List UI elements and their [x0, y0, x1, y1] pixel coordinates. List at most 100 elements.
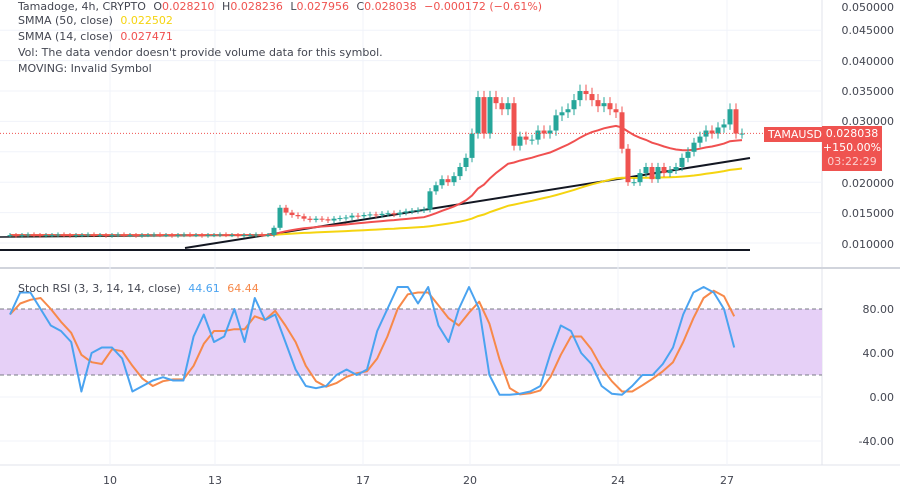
- time-tick: 10: [103, 474, 117, 487]
- candle-body: [397, 212, 403, 215]
- stoch-k-value: 44.61: [188, 282, 220, 295]
- candle-body: [445, 179, 451, 183]
- symbol-price-tag: TAMAUSD: [764, 127, 826, 142]
- candle-body: [109, 235, 115, 237]
- candle-body: [541, 130, 547, 134]
- open-value: 0.028210: [162, 0, 215, 13]
- candle-body: [379, 213, 385, 216]
- candle-body: [55, 234, 61, 236]
- candle-body: [667, 170, 673, 174]
- moving-legend[interactable]: MOVING: Invalid Symbol: [18, 62, 152, 75]
- candle-body: [181, 234, 187, 236]
- candle-body: [289, 212, 295, 216]
- candle-body: [85, 234, 91, 236]
- time-tick: 24: [611, 474, 625, 487]
- candle-body: [661, 167, 667, 174]
- candle-body: [163, 235, 169, 237]
- candle-body: [469, 133, 475, 158]
- candle-body: [715, 127, 721, 134]
- candle-body: [739, 133, 745, 135]
- candle-body: [67, 235, 73, 237]
- last-price-tag: 0.028038 +150.00% 03:22:29: [822, 126, 882, 171]
- candle-body: [157, 234, 163, 236]
- candle-body: [103, 235, 109, 237]
- price-tick: 0.045000: [841, 24, 895, 37]
- time-tick: 17: [356, 474, 370, 487]
- candle-body: [709, 130, 715, 134]
- candle-body: [415, 210, 421, 212]
- candle-body: [733, 109, 739, 134]
- candle-body: [25, 234, 31, 236]
- smma14-legend[interactable]: SMMA (14, close) 0.027471: [18, 30, 173, 43]
- change-value: −0.000172 (−0.61%): [424, 0, 543, 13]
- candle-body: [199, 235, 205, 237]
- candle-body: [619, 112, 625, 149]
- candle-body: [259, 234, 265, 236]
- smma50-legend[interactable]: SMMA (50, close) 0.022502: [18, 14, 173, 27]
- candle-body: [301, 216, 307, 219]
- candle-body: [295, 215, 301, 217]
- smma14-line: [10, 124, 743, 237]
- price-tick: 0.050000: [841, 1, 895, 14]
- candle-body: [631, 182, 637, 184]
- stoch-band: [0, 309, 822, 375]
- candle-body: [271, 227, 277, 236]
- smma50-line: [10, 167, 743, 237]
- candle-body: [133, 235, 139, 237]
- candle-body: [229, 235, 235, 237]
- ohlc-legend: Tamadoge, 4h, CRYPTO O0.028210 H0.028236…: [18, 0, 543, 13]
- candle-body: [547, 130, 553, 134]
- candle-body: [115, 234, 121, 236]
- candle-body: [493, 97, 499, 104]
- time-tick: 20: [463, 474, 477, 487]
- candle-body: [721, 124, 727, 128]
- candle-body: [571, 100, 577, 110]
- close-value: 0.028038: [364, 0, 417, 13]
- candle-body: [643, 167, 649, 174]
- candle-body: [175, 235, 181, 237]
- candle-body: [697, 136, 703, 143]
- candle-body: [343, 217, 349, 219]
- candle-body: [127, 235, 133, 237]
- candle-body: [523, 136, 529, 140]
- candle-body: [535, 130, 541, 140]
- stoch-tick: 0.00: [869, 391, 895, 404]
- candle-body: [307, 218, 313, 220]
- candle-body: [589, 94, 595, 101]
- candle-body: [649, 167, 655, 180]
- candle-body: [565, 109, 571, 113]
- candle-body: [433, 185, 439, 192]
- candle-body: [655, 167, 661, 180]
- stoch-tick: -40.00: [858, 435, 894, 448]
- volume-legend[interactable]: Vol: The data vendor doesn't provide vol…: [18, 46, 383, 59]
- candle-body: [691, 142, 697, 152]
- time-tick: 27: [720, 474, 734, 487]
- candle-body: [331, 218, 337, 221]
- candle-body: [553, 115, 559, 131]
- candle-body: [637, 173, 643, 183]
- candle-body: [13, 235, 19, 237]
- candle-body: [613, 109, 619, 113]
- candle-body: [205, 235, 211, 237]
- candle-body: [487, 97, 493, 134]
- stoch-d-line: [9, 289, 736, 396]
- candle-body: [211, 235, 217, 237]
- candle-body: [355, 215, 361, 217]
- candle-body: [457, 167, 463, 177]
- candle-body: [319, 218, 325, 220]
- candle-body: [499, 103, 505, 110]
- candle-body: [673, 167, 679, 171]
- candle-body: [145, 235, 151, 237]
- candle-body: [325, 219, 331, 221]
- candle-body: [193, 235, 199, 237]
- candle-body: [451, 176, 457, 183]
- candle-body: [595, 100, 601, 107]
- candle-body: [463, 157, 469, 167]
- candle-body: [481, 97, 487, 134]
- candle-body: [391, 213, 397, 215]
- candle-body: [337, 218, 343, 220]
- candle-body: [475, 97, 481, 134]
- stoch-legend[interactable]: Stoch RSI (3, 3, 14, 14, close) 44.61 64…: [18, 282, 259, 295]
- candle-body: [403, 211, 409, 213]
